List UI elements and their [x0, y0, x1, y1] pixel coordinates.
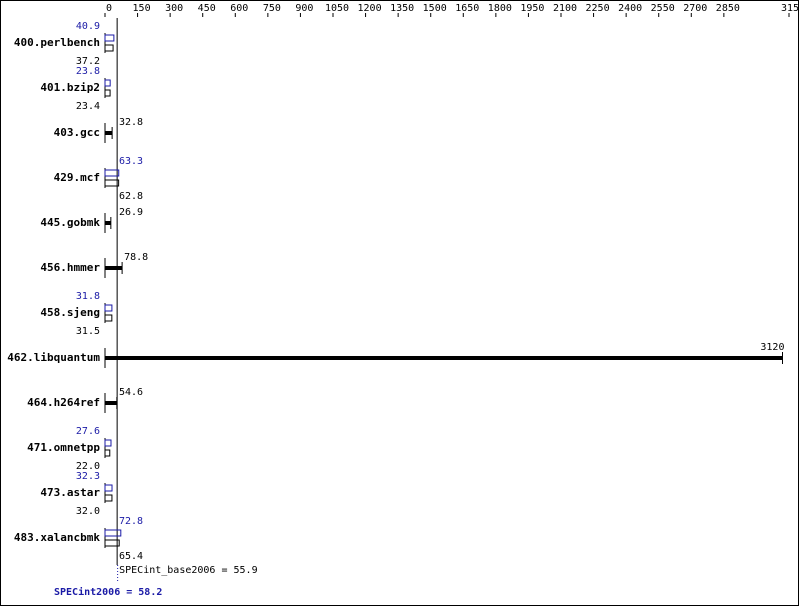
x-tick-label: 1500 — [423, 3, 447, 14]
value-label: 40.9 — [76, 21, 100, 32]
x-tick-label: 2700 — [683, 3, 707, 14]
category-label: 401.bzip2 — [40, 81, 100, 94]
value-label: 26.9 — [119, 207, 143, 218]
x-tick-label: 750 — [263, 3, 281, 14]
x-tick-label: 450 — [198, 3, 216, 14]
bar — [104, 79, 111, 87]
value-label: 78.8 — [124, 252, 148, 263]
x-tick-label: 3150 — [781, 3, 799, 14]
x-tick-label: 1650 — [455, 3, 479, 14]
x-tick-label: 1950 — [520, 3, 544, 14]
bar — [104, 539, 120, 547]
x-tick-label: 2100 — [553, 3, 577, 14]
value-label: 31.5 — [76, 326, 100, 337]
value-label: 32.3 — [76, 471, 100, 482]
bar — [104, 34, 115, 42]
value-label: 65.4 — [119, 551, 143, 562]
category-label: 403.gcc — [54, 126, 100, 139]
summary-label: SPECint2006 = 58.2 — [54, 586, 162, 598]
bar — [105, 356, 783, 360]
bar — [104, 439, 112, 447]
bar — [105, 266, 123, 270]
value-label: 54.6 — [119, 387, 143, 398]
x-tick-label: 1350 — [390, 3, 414, 14]
category-label: 471.omnetpp — [27, 441, 100, 454]
bar — [105, 221, 111, 225]
bar — [104, 314, 113, 322]
bar — [104, 529, 122, 537]
value-label: 22.0 — [76, 461, 100, 472]
bar — [104, 179, 120, 187]
category-label: 400.perlbench — [14, 36, 100, 49]
x-tick-label: 1050 — [325, 3, 349, 14]
bar — [104, 169, 120, 177]
x-tick-label: 600 — [230, 3, 248, 14]
bar — [104, 449, 111, 457]
value-label: 3120 — [760, 342, 784, 353]
summary-label: SPECint_base2006 = 55.9 — [119, 565, 257, 576]
bar — [104, 304, 113, 312]
category-label: 429.mcf — [54, 171, 100, 184]
category-label: 464.h264ref — [27, 396, 100, 409]
value-label: 23.8 — [76, 66, 100, 77]
x-tick-label: 300 — [165, 3, 183, 14]
category-label: 473.astar — [40, 486, 100, 499]
value-label: 32.8 — [119, 117, 143, 128]
category-label: 456.hmmer — [40, 261, 100, 274]
value-label: 62.8 — [119, 191, 143, 202]
value-label: 37.2 — [76, 56, 100, 67]
category-label: 458.sjeng — [40, 306, 100, 319]
x-tick-label: 1800 — [488, 3, 512, 14]
value-label: 72.8 — [119, 516, 143, 527]
value-label: 32.0 — [76, 506, 100, 517]
x-tick-label: 2550 — [651, 3, 675, 14]
x-tick-label: 2850 — [716, 3, 740, 14]
bar — [104, 494, 113, 502]
category-label: 483.xalancbmk — [14, 531, 100, 544]
bar — [105, 401, 117, 405]
bar — [104, 44, 114, 52]
category-label: 462.libquantum — [7, 351, 100, 364]
value-label: 27.6 — [76, 426, 100, 437]
bar — [105, 131, 113, 135]
value-label: 31.8 — [76, 291, 100, 302]
bar — [104, 89, 111, 97]
x-tick-label: 0 — [106, 3, 112, 14]
x-tick-label: 2400 — [618, 3, 642, 14]
x-tick-label: 900 — [295, 3, 313, 14]
x-tick-label: 2250 — [586, 3, 610, 14]
value-label: 23.4 — [76, 101, 100, 112]
x-tick-label: 1200 — [358, 3, 382, 14]
value-label: 63.3 — [119, 156, 143, 167]
bar — [104, 484, 113, 492]
category-label: 445.gobmk — [40, 216, 100, 229]
x-tick-label: 150 — [133, 3, 151, 14]
